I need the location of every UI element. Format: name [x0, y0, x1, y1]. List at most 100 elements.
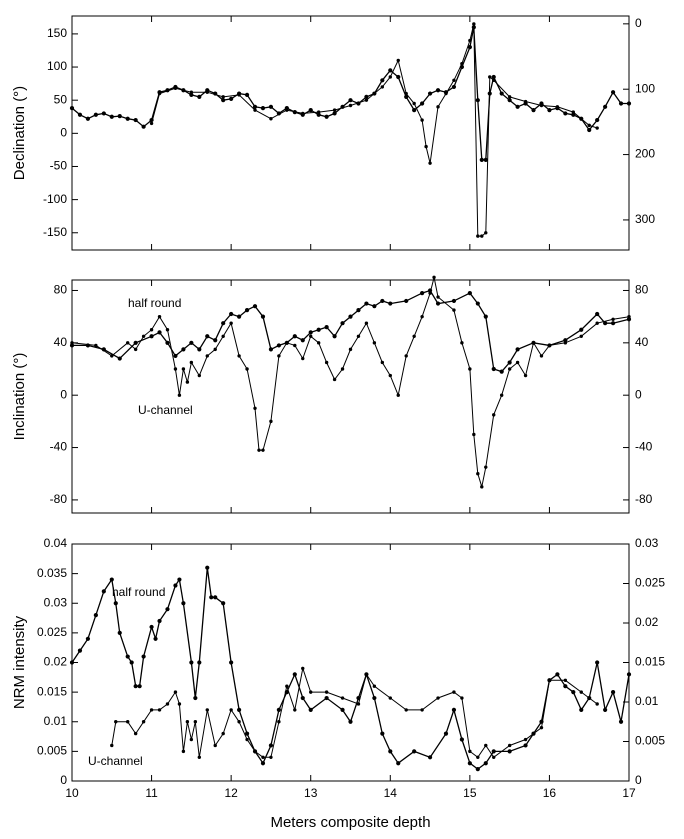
data-point — [428, 161, 432, 165]
data-point — [483, 314, 488, 319]
data-point — [451, 298, 457, 304]
data-point — [285, 108, 289, 112]
data-point — [245, 737, 249, 742]
x-tick-label: 13 — [304, 786, 318, 800]
data-point — [324, 325, 329, 330]
y-tick-label: -40 — [50, 440, 68, 454]
data-point — [257, 448, 261, 452]
data-point — [468, 367, 472, 371]
data-point — [435, 301, 441, 306]
data-point — [177, 393, 182, 397]
data-point — [316, 110, 321, 114]
data-point — [364, 94, 369, 99]
y-tick-label: 0.02 — [44, 655, 68, 669]
data-point — [372, 684, 377, 688]
data-point — [348, 103, 353, 108]
data-point — [269, 117, 273, 121]
data-point — [237, 707, 242, 713]
data-point — [133, 117, 138, 123]
data-point — [539, 725, 544, 730]
data-point — [141, 334, 146, 338]
data-point — [189, 90, 194, 94]
data-point — [627, 314, 631, 319]
data-point — [579, 690, 583, 694]
data-point — [475, 767, 480, 772]
data-point — [388, 75, 392, 79]
series-line — [151, 23, 598, 237]
data-point — [515, 347, 520, 352]
data-point — [428, 291, 432, 295]
data-point — [610, 90, 616, 95]
data-point — [610, 321, 616, 326]
data-point — [253, 406, 257, 410]
data-point — [340, 707, 345, 713]
data-point — [85, 636, 91, 641]
data-point — [229, 660, 234, 665]
data-point — [237, 720, 241, 724]
data-point — [467, 45, 472, 50]
data-point — [110, 354, 114, 358]
data-point — [165, 340, 170, 345]
data-point — [117, 630, 122, 635]
data-point — [492, 755, 496, 759]
data-point — [380, 360, 385, 365]
data-point — [268, 104, 274, 109]
data-point — [587, 123, 591, 128]
data-point — [451, 84, 457, 90]
data-point — [396, 74, 401, 80]
data-point — [101, 111, 106, 116]
data-point — [285, 341, 289, 345]
y-axis-label: Declination (°) — [11, 86, 28, 180]
data-point — [133, 731, 138, 736]
data-point — [460, 696, 464, 700]
data-point — [491, 74, 496, 80]
data-point — [165, 702, 170, 706]
y-tick-label: 0 — [60, 387, 67, 401]
data-point — [571, 110, 575, 114]
data-point — [460, 62, 464, 66]
y-tick-label: 0.025 — [37, 625, 67, 639]
data-point — [109, 577, 114, 582]
data-point — [268, 743, 274, 748]
data-point — [435, 88, 441, 93]
data-point — [149, 328, 154, 332]
data-point — [364, 672, 369, 677]
data-point — [300, 695, 305, 701]
data-point — [396, 58, 400, 63]
data-point — [475, 301, 480, 306]
data-point — [173, 86, 178, 90]
data-point — [209, 595, 214, 600]
data-point — [348, 314, 353, 319]
data-point — [515, 360, 520, 365]
data-point — [420, 314, 424, 319]
data-point — [308, 707, 313, 713]
annotation: half round — [112, 585, 165, 599]
data-point — [491, 749, 496, 754]
data-point — [197, 755, 202, 759]
data-point — [476, 234, 480, 238]
x-tick-label: 10 — [65, 786, 79, 800]
data-point — [547, 108, 552, 113]
y-tick-label: 80 — [54, 283, 68, 297]
data-point — [563, 338, 568, 343]
data-point — [412, 749, 417, 754]
data-point — [388, 373, 392, 378]
data-point — [308, 108, 313, 113]
y2-tick-label: 300 — [635, 212, 655, 226]
data-point — [332, 334, 337, 339]
y-tick-label: 0.005 — [37, 744, 67, 758]
data-point — [197, 347, 202, 352]
data-point — [356, 702, 361, 706]
data-point — [332, 111, 337, 116]
data-point — [348, 98, 353, 103]
data-point — [472, 22, 476, 26]
data-point — [109, 114, 114, 119]
data-point — [563, 678, 568, 682]
data-point — [181, 601, 186, 606]
data-point — [205, 334, 210, 339]
data-point — [618, 719, 624, 724]
y2-tick-label: 200 — [635, 147, 655, 161]
data-point — [252, 304, 258, 309]
data-point — [499, 369, 504, 374]
x-tick-label: 15 — [463, 786, 477, 800]
